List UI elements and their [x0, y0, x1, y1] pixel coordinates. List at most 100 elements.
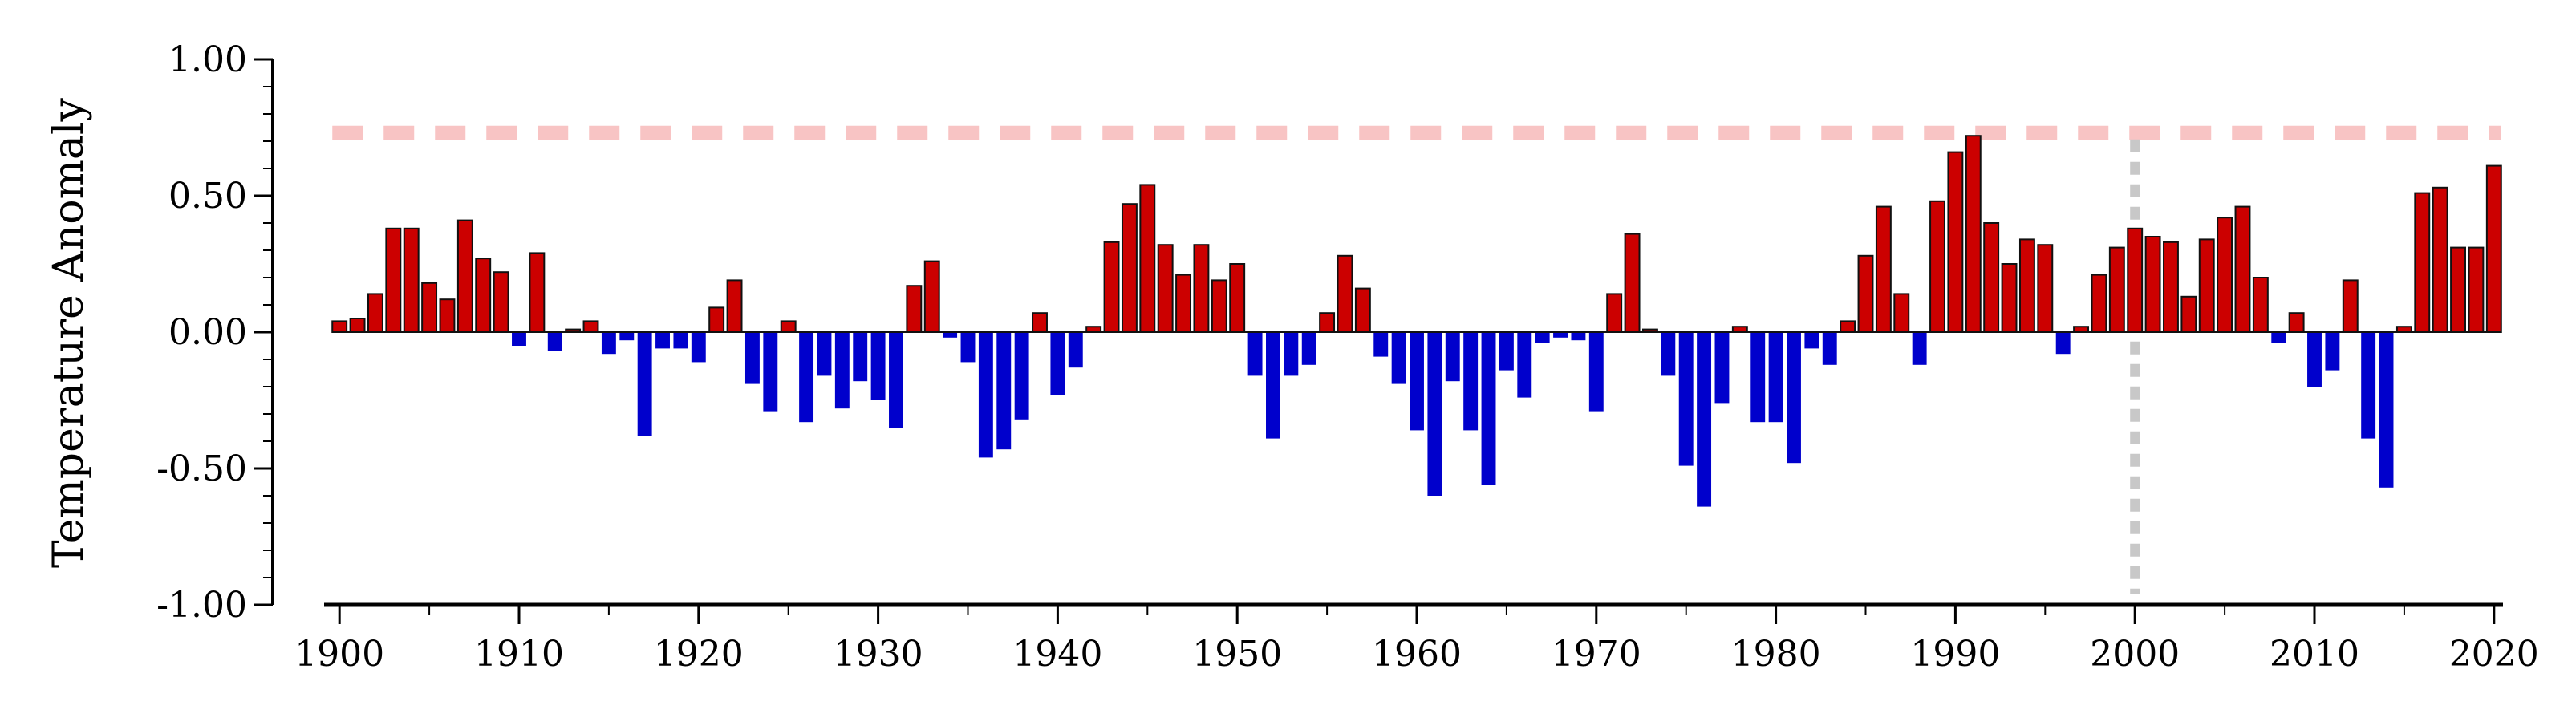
- bar-1975: [1678, 332, 1694, 466]
- bar-1960: [1410, 332, 1424, 431]
- bar-1900: [331, 320, 348, 333]
- bar-2010: [2307, 332, 2322, 387]
- bar-1922: [726, 279, 743, 333]
- bar-1979: [1750, 332, 1766, 423]
- bar-1989: [1929, 200, 1945, 333]
- bar-1987: [1893, 293, 1910, 333]
- bar-2002: [2163, 241, 2179, 333]
- bar-1949: [1211, 279, 1227, 333]
- bar-1929: [853, 332, 868, 382]
- x-tick-label: 1950: [1192, 634, 1282, 675]
- bar-1993: [2001, 263, 2018, 333]
- bar-1921: [708, 306, 725, 333]
- bar-2001: [2144, 236, 2161, 333]
- bar-1974: [1661, 332, 1676, 376]
- bar-1903: [385, 227, 402, 333]
- bar-1927: [817, 332, 832, 376]
- x-tick-label: 2020: [2449, 634, 2539, 675]
- bar-1940: [1050, 332, 1065, 395]
- x-tick-label: 2010: [2270, 634, 2359, 675]
- bar-1925: [780, 320, 797, 333]
- bar-1930: [870, 332, 886, 400]
- bar-1944: [1121, 203, 1138, 333]
- bar-1992: [1983, 222, 2000, 333]
- bar-1909: [493, 271, 509, 334]
- bar-1986: [1875, 205, 1892, 333]
- bar-1937: [996, 332, 1012, 450]
- bar-1911: [529, 252, 546, 333]
- bar-1904: [403, 227, 420, 333]
- bar-2018: [2450, 246, 2467, 334]
- bar-1997: [2073, 326, 2090, 334]
- bar-1954: [1301, 332, 1316, 365]
- bar-1923: [744, 332, 760, 384]
- bar-1926: [799, 332, 814, 423]
- bar-1981: [1787, 332, 1801, 464]
- x-tick-label: 1970: [1552, 634, 1641, 675]
- bar-1939: [1032, 312, 1048, 334]
- bar-1912: [547, 332, 562, 351]
- x-tick-label: 1940: [1012, 634, 1102, 675]
- x-tick-label: 1900: [294, 634, 384, 675]
- bar-2020: [2485, 164, 2502, 333]
- bar-1924: [763, 332, 778, 412]
- bar-1933: [923, 260, 940, 334]
- bar-2013: [2361, 332, 2376, 439]
- bar-1905: [421, 282, 438, 333]
- bar-2003: [2180, 295, 2197, 333]
- bar-1985: [1857, 254, 1874, 333]
- bar-1928: [834, 332, 850, 409]
- bar-1964: [1481, 332, 1496, 485]
- bar-1902: [367, 293, 383, 333]
- bar-1995: [2037, 244, 2054, 334]
- bar-1968: [1553, 332, 1568, 338]
- bar-1984: [1840, 320, 1856, 333]
- bar-1906: [439, 298, 456, 334]
- bar-1956: [1337, 254, 1353, 333]
- bar-2011: [2325, 332, 2340, 371]
- bar-1945: [1139, 184, 1156, 333]
- bar-2019: [2468, 246, 2485, 334]
- bar-1970: [1588, 332, 1604, 412]
- bar-1952: [1266, 332, 1280, 439]
- bar-1920: [691, 332, 706, 363]
- y-tick-label: 1.00: [168, 39, 247, 80]
- bar-1946: [1157, 244, 1174, 334]
- bar-1999: [2108, 246, 2125, 334]
- bar-1916: [619, 332, 635, 341]
- bar-1977: [1714, 332, 1730, 404]
- bar-1971: [1606, 293, 1623, 333]
- bar-1931: [889, 332, 903, 428]
- bar-1972: [1624, 233, 1641, 334]
- x-tick-label: 1990: [1910, 634, 2000, 675]
- bar-2009: [2288, 312, 2305, 334]
- bar-1943: [1103, 241, 1120, 333]
- bar-1901: [349, 318, 366, 333]
- bar-1951: [1247, 332, 1263, 376]
- bar-1966: [1517, 332, 1532, 398]
- bar-2008: [2271, 332, 2286, 343]
- bar-1950: [1229, 263, 1246, 333]
- bar-1982: [1804, 332, 1819, 349]
- bar-1967: [1535, 332, 1550, 343]
- bar-2017: [2432, 186, 2448, 333]
- bar-2015: [2395, 326, 2412, 334]
- bars-group: [331, 135, 2502, 507]
- bar-1915: [601, 332, 616, 355]
- bar-2016: [2414, 192, 2431, 333]
- bar-2006: [2234, 205, 2251, 333]
- bar-1955: [1319, 312, 1336, 334]
- y-tick-label: -1.00: [156, 585, 247, 626]
- bar-2014: [2379, 332, 2394, 488]
- bar-1963: [1463, 332, 1479, 431]
- x-tick-label: 1930: [834, 634, 923, 675]
- bar-1934: [943, 332, 958, 338]
- x-tick-label: 2000: [2090, 634, 2180, 675]
- bar-1919: [673, 332, 688, 349]
- bar-1980: [1768, 332, 1783, 423]
- bar-1908: [475, 258, 492, 334]
- bar-1996: [2055, 332, 2071, 355]
- x-tick-label: 1980: [1731, 634, 1821, 675]
- bar-1962: [1445, 332, 1460, 382]
